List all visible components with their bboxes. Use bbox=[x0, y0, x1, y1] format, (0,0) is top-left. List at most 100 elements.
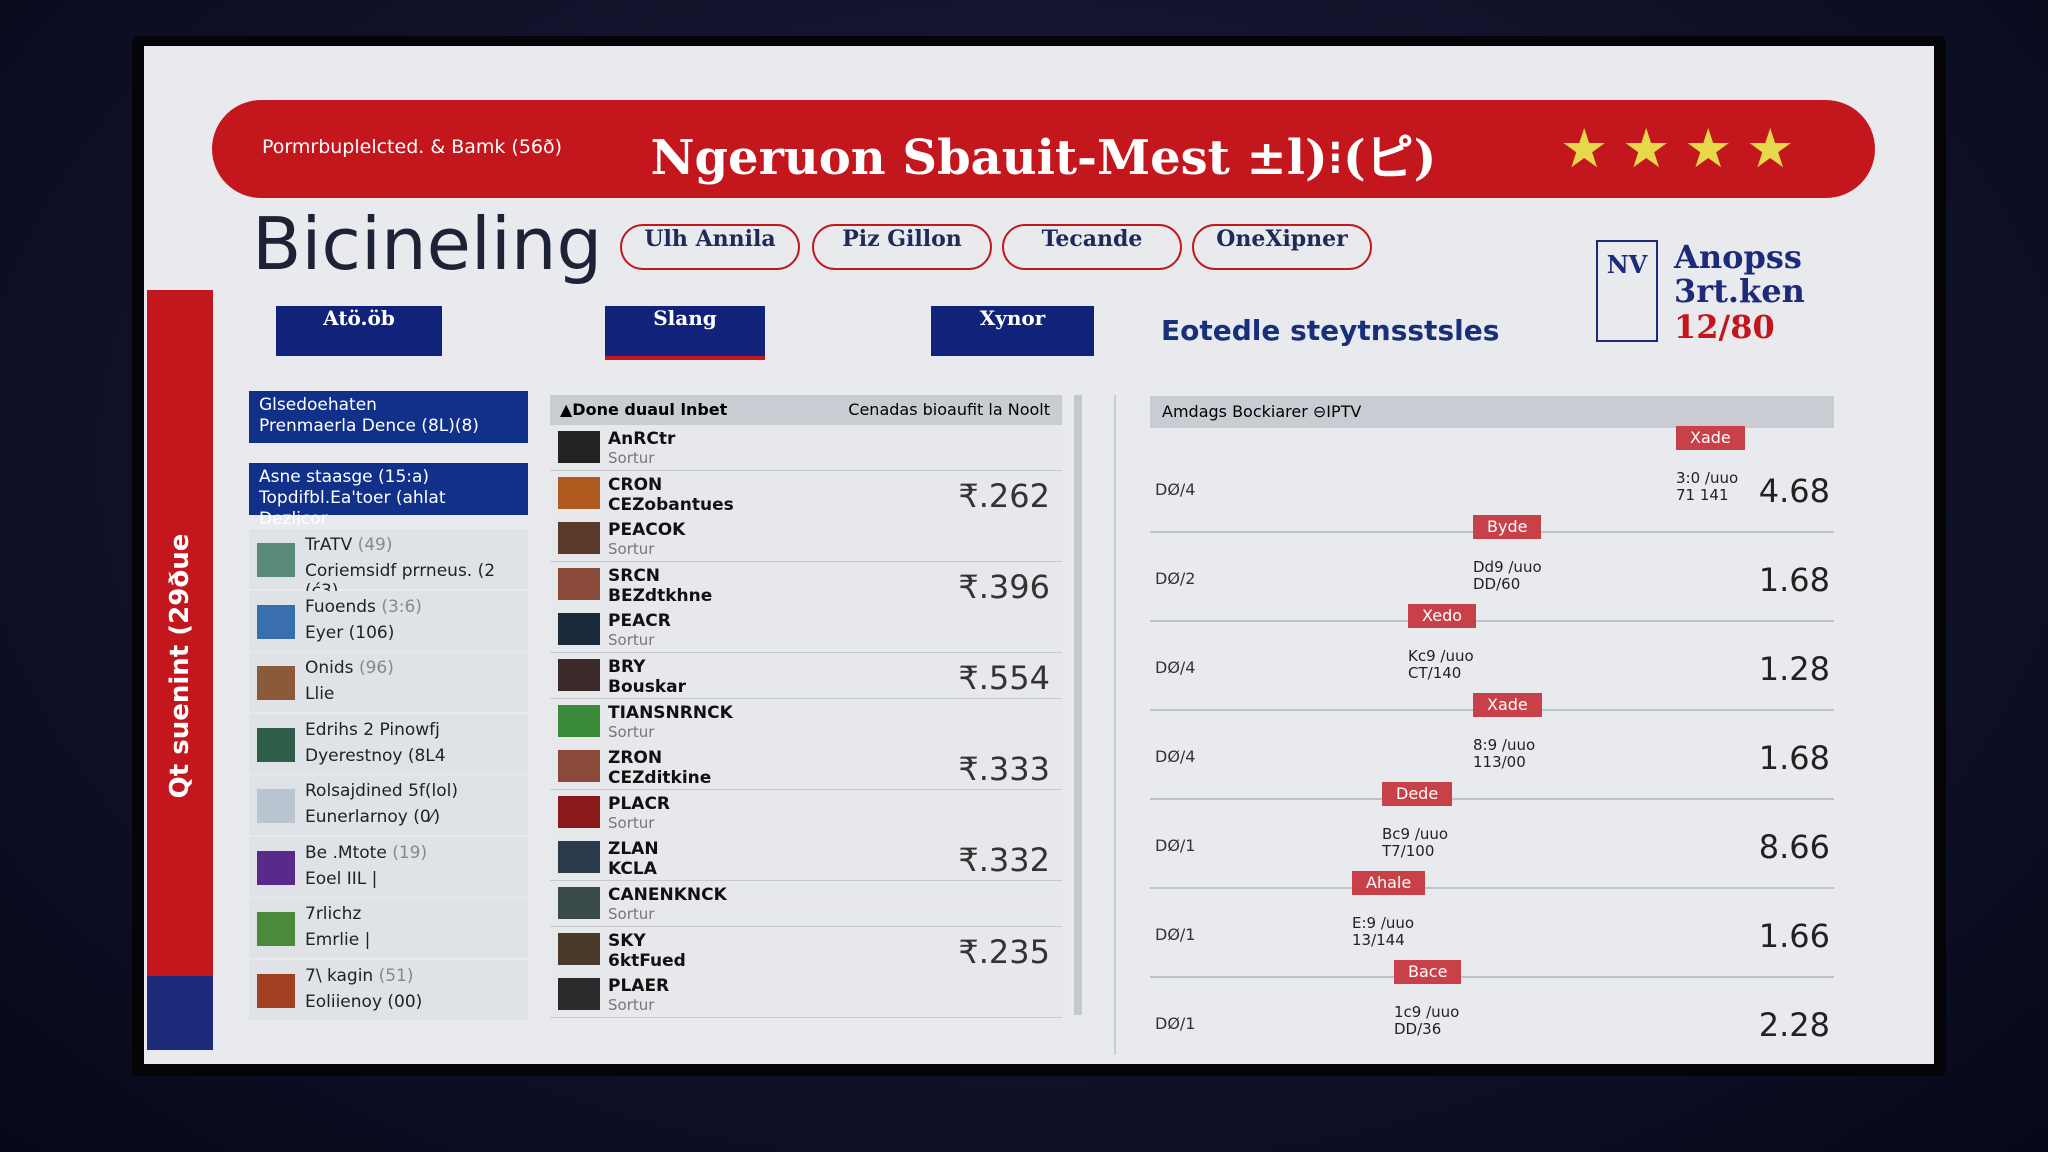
bar-row: DØ/1 Dede Bc9 /uuo T7/100 8.66 bbox=[1150, 782, 1834, 889]
row-sub: BEZdtkhne bbox=[608, 585, 713, 606]
highlight-line: Asne staasge (15:a) bbox=[259, 467, 430, 487]
item-title-text: 7rlichz bbox=[305, 904, 362, 924]
side-banner-text: Qt suenint (29ðue bbox=[165, 533, 195, 799]
thumbnail bbox=[558, 567, 600, 600]
bar-sub-line: E:9 /uuo bbox=[1352, 914, 1415, 932]
row-sub: CEZobantues bbox=[608, 494, 734, 515]
tab[interactable]: Slang bbox=[605, 306, 765, 360]
bar-value: 1.68 bbox=[1758, 561, 1830, 599]
sidebar-item[interactable]: 7\ kagin (51) Eoliienoy (00) bbox=[249, 959, 528, 1020]
item-icon bbox=[257, 604, 295, 639]
bar-sub: 1c9 /uuo DD/36 bbox=[1394, 1004, 1459, 1038]
item-meta: (51) bbox=[378, 965, 414, 986]
header-title: Ngeruon Sbauit-Mest ±l)⁝(ピ) bbox=[650, 130, 1437, 186]
bar-label: DØ/2 bbox=[1155, 569, 1196, 588]
bar-value: 1.28 bbox=[1758, 650, 1830, 688]
row-title: CRON bbox=[608, 474, 663, 495]
list-row[interactable]: SRCN BEZdtkhne ₹.396 bbox=[550, 561, 1062, 608]
list-row[interactable]: PLACR Sortur bbox=[550, 789, 1062, 836]
row-value: ₹.333 bbox=[958, 750, 1050, 789]
filter-pill[interactable]: Ulh Annila bbox=[620, 224, 800, 270]
list-row[interactable]: PEACR Sortur bbox=[550, 607, 1062, 654]
bars-header: Amdags Bockiarer ⊖IPTV bbox=[1150, 396, 1834, 428]
list-header: ▲Done duaul lnbet Cenadas bioaufit la Noo… bbox=[550, 395, 1062, 425]
item-title-text: Onids bbox=[305, 658, 354, 678]
bar-value: 4.68 bbox=[1758, 472, 1830, 510]
bar-sub-line: CT/140 bbox=[1408, 664, 1462, 682]
sidebar-item[interactable]: TrATV (49)Coriemsidf prrneus. (2 (ć3) bbox=[249, 529, 528, 601]
sidebar-item[interactable]: Rolsajdined 5f(lol) Eunerlarnoy (0⁄) bbox=[249, 775, 528, 835]
bar-label: DØ/1 bbox=[1155, 836, 1196, 855]
badge-line: 3rt.ken bbox=[1674, 272, 1805, 310]
list-row[interactable]: ZLAN KCLA ₹.332 bbox=[550, 835, 1062, 882]
bar-tag: Bace bbox=[1394, 960, 1462, 984]
list-row[interactable]: SKY 6ktFued ₹.235 bbox=[550, 926, 1062, 973]
row-sub: 6ktFued bbox=[608, 950, 686, 971]
filter-pill[interactable]: Tecande bbox=[1002, 224, 1182, 270]
list-row[interactable]: CANENKNCK Sortur bbox=[550, 881, 1062, 927]
list-row[interactable]: TIANSNRNCK Sortur bbox=[550, 698, 1062, 745]
badge-line: Anopss bbox=[1674, 238, 1802, 276]
bar-row: DØ/4 Xade 3:0 /uuo 71 141 4.68 bbox=[1150, 426, 1834, 533]
row-title: BRY bbox=[608, 657, 646, 677]
bar-sub-line: 71 141 bbox=[1676, 486, 1729, 504]
sidebar-item[interactable]: Edrihs 2 Pinowfj Dyerestnoy (8L4 bbox=[249, 713, 528, 774]
bar-value: 1.66 bbox=[1758, 917, 1830, 955]
row-title: PLACR bbox=[608, 793, 671, 814]
list-row[interactable]: PLAER Sortur bbox=[550, 972, 1062, 1019]
bar-value: 1.68 bbox=[1758, 739, 1830, 777]
tab[interactable]: Atö.öb bbox=[276, 306, 442, 356]
bar-sub: Dd9 /uuo DD/60 bbox=[1473, 559, 1542, 593]
sidebar-item[interactable]: Be .Mtote (19) Eoel IIL | bbox=[249, 836, 528, 897]
filter-pill[interactable]: Piz Gillon bbox=[812, 224, 992, 270]
bar-value: 8.66 bbox=[1758, 828, 1830, 866]
thumbnail bbox=[558, 750, 600, 783]
badge-count: 12/80 bbox=[1674, 308, 1775, 346]
item-sub: Eoel IIL | bbox=[305, 868, 378, 889]
list-row[interactable]: CRON CEZobantues ₹.262 bbox=[550, 470, 1062, 517]
bar-row: DØ/2 Byde Dd9 /uuo DD/60 1.68 bbox=[1150, 515, 1834, 622]
filter-pill[interactable]: OneXipner bbox=[1192, 224, 1372, 270]
item-title: Be .Mtote (19) bbox=[305, 843, 427, 863]
item-sub: Llie bbox=[305, 684, 335, 704]
side-banner-base bbox=[147, 976, 213, 1050]
row-value: ₹.262 bbox=[958, 476, 1050, 515]
item-title-text: Fuoends bbox=[305, 596, 376, 617]
bar-tag: Xade bbox=[1676, 426, 1745, 450]
row-title: SKY bbox=[608, 930, 646, 951]
item-meta: (19) bbox=[392, 842, 428, 863]
sidebar-item[interactable]: Onids (96) Llie bbox=[249, 652, 528, 712]
sidebar-item[interactable]: Fuoends (3:6) Eyer (106) bbox=[249, 590, 528, 651]
bar-label: DØ/4 bbox=[1155, 658, 1196, 677]
tab[interactable]: Xynor bbox=[931, 306, 1094, 356]
row-title: TIANSNRNCK bbox=[608, 702, 733, 723]
row-sub: Sortur bbox=[608, 996, 655, 1015]
row-title: CANENKNCK bbox=[608, 885, 727, 905]
sidebar-item[interactable]: 7rlichz Emrlie | bbox=[249, 898, 528, 958]
bar-tag: Ahale bbox=[1352, 871, 1426, 895]
bar-label: DØ/4 bbox=[1155, 747, 1196, 766]
bar-sub-line: Kc9 /uuo bbox=[1408, 647, 1474, 665]
item-icon bbox=[257, 727, 295, 762]
row-value: ₹.235 bbox=[958, 932, 1050, 971]
bar-sub-line: 113/00 bbox=[1473, 753, 1526, 771]
list-row[interactable]: PEACOK Sortur bbox=[550, 516, 1062, 563]
highlight-card[interactable]: Glsedoehaten Prenmaerla Dence (8L)(8) bbox=[249, 391, 528, 443]
bar-sub: Bc9 /uuo T7/100 bbox=[1382, 826, 1448, 860]
thumbnail bbox=[558, 932, 600, 965]
bar-tag: Xade bbox=[1473, 693, 1542, 717]
item-title: 7\ kagin (51) bbox=[305, 966, 414, 986]
item-title: Rolsajdined 5f(lol) bbox=[305, 781, 458, 801]
list-row[interactable]: AnRCtr Sortur bbox=[550, 425, 1062, 471]
bar-label: DØ/1 bbox=[1155, 925, 1196, 944]
bar-sub-line: 8:9 /uuo bbox=[1473, 736, 1536, 754]
list-row[interactable]: BRY Bouskar ₹.554 bbox=[550, 653, 1062, 699]
thumbnail bbox=[558, 795, 600, 828]
thumbnail bbox=[558, 476, 600, 509]
highlight-card[interactable]: Asne staasge (15:a) Topdifbl.Ea'toer (ahl… bbox=[249, 463, 528, 529]
bar-sub-line: 3:0 /uuo bbox=[1676, 469, 1739, 487]
scrollbar bbox=[1074, 395, 1082, 1015]
list-row[interactable]: ZRON CEZditkine ₹.333 bbox=[550, 744, 1062, 791]
item-title: TrATV (49) bbox=[305, 535, 393, 555]
item-title: Fuoends (3:6) bbox=[305, 597, 422, 617]
